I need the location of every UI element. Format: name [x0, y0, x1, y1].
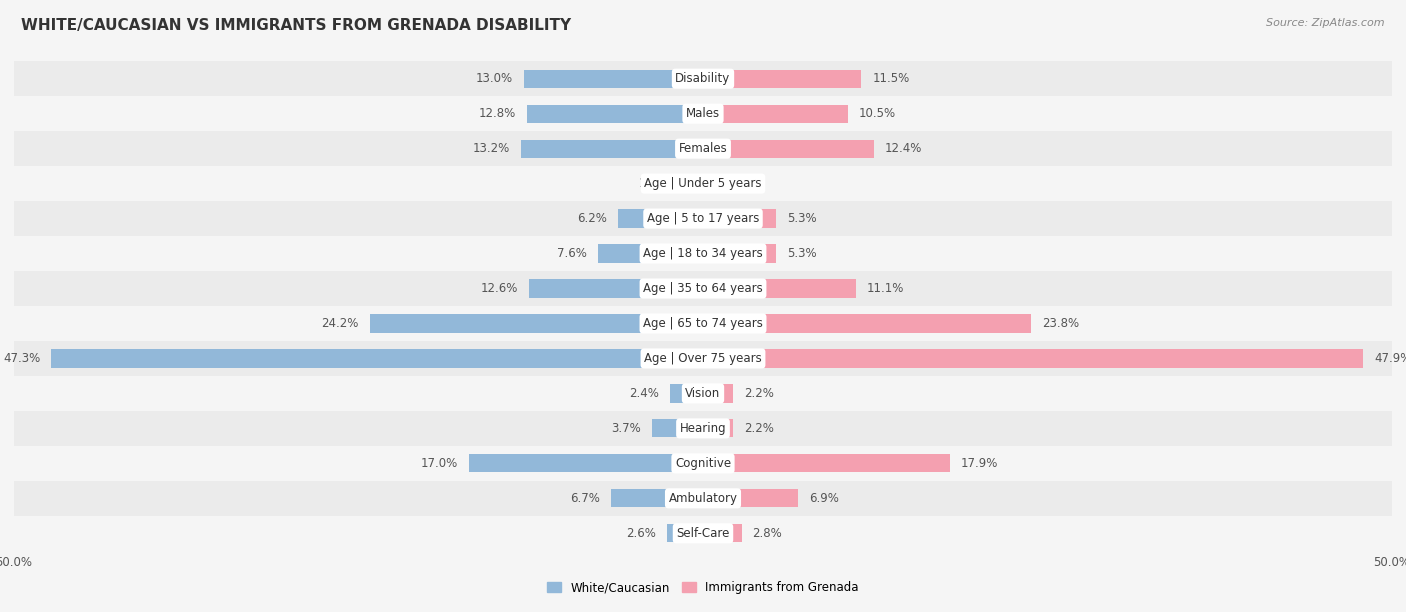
- Bar: [703, 280, 856, 297]
- Bar: [679, 174, 703, 193]
- Bar: [599, 244, 703, 263]
- Bar: [703, 454, 949, 472]
- Text: Vision: Vision: [685, 387, 721, 400]
- Bar: [14, 306, 1392, 341]
- Text: 1.7%: 1.7%: [638, 177, 669, 190]
- Text: Disability: Disability: [675, 72, 731, 85]
- Text: 2.2%: 2.2%: [744, 387, 775, 400]
- Text: Males: Males: [686, 107, 720, 120]
- Text: 17.9%: 17.9%: [960, 457, 998, 470]
- Bar: [703, 384, 734, 403]
- Text: Cognitive: Cognitive: [675, 457, 731, 470]
- Text: Age | Over 75 years: Age | Over 75 years: [644, 352, 762, 365]
- Text: 47.9%: 47.9%: [1374, 352, 1406, 365]
- Text: Age | 18 to 34 years: Age | 18 to 34 years: [643, 247, 763, 260]
- Text: Source: ZipAtlas.com: Source: ZipAtlas.com: [1267, 18, 1385, 28]
- Text: Females: Females: [679, 142, 727, 155]
- Bar: [530, 280, 703, 297]
- Text: 2.6%: 2.6%: [626, 527, 657, 540]
- Text: WHITE/CAUCASIAN VS IMMIGRANTS FROM GRENADA DISABILITY: WHITE/CAUCASIAN VS IMMIGRANTS FROM GRENA…: [21, 18, 571, 34]
- Bar: [14, 481, 1392, 516]
- Text: 6.9%: 6.9%: [808, 492, 839, 505]
- Bar: [14, 271, 1392, 306]
- Bar: [14, 411, 1392, 446]
- Text: Self-Care: Self-Care: [676, 527, 730, 540]
- Text: 12.6%: 12.6%: [481, 282, 519, 295]
- Text: 7.6%: 7.6%: [557, 247, 588, 260]
- Bar: [14, 166, 1392, 201]
- Text: 12.4%: 12.4%: [884, 142, 922, 155]
- Bar: [703, 105, 848, 123]
- Text: 12.8%: 12.8%: [478, 107, 516, 120]
- Text: 23.8%: 23.8%: [1042, 317, 1078, 330]
- Bar: [14, 376, 1392, 411]
- Text: Hearing: Hearing: [679, 422, 727, 435]
- Bar: [703, 419, 734, 438]
- Text: 2.2%: 2.2%: [744, 422, 775, 435]
- Bar: [703, 209, 776, 228]
- Text: 5.3%: 5.3%: [787, 212, 817, 225]
- Bar: [14, 446, 1392, 481]
- Text: Age | 5 to 17 years: Age | 5 to 17 years: [647, 212, 759, 225]
- Bar: [14, 96, 1392, 131]
- Bar: [370, 315, 703, 332]
- Bar: [527, 105, 703, 123]
- Text: 2.4%: 2.4%: [628, 387, 659, 400]
- Text: 0.94%: 0.94%: [727, 177, 765, 190]
- Bar: [703, 244, 776, 263]
- Bar: [522, 140, 703, 158]
- Text: 11.1%: 11.1%: [868, 282, 904, 295]
- Bar: [14, 341, 1392, 376]
- Legend: White/Caucasian, Immigrants from Grenada: White/Caucasian, Immigrants from Grenada: [543, 577, 863, 599]
- Bar: [14, 131, 1392, 166]
- Bar: [652, 419, 703, 438]
- Bar: [14, 61, 1392, 96]
- Bar: [703, 315, 1031, 332]
- Bar: [468, 454, 703, 472]
- Text: 13.0%: 13.0%: [475, 72, 513, 85]
- Bar: [617, 209, 703, 228]
- Text: Age | 35 to 64 years: Age | 35 to 64 years: [643, 282, 763, 295]
- Bar: [703, 174, 716, 193]
- Bar: [610, 489, 703, 507]
- Bar: [669, 384, 703, 403]
- Bar: [14, 516, 1392, 551]
- Text: Age | Under 5 years: Age | Under 5 years: [644, 177, 762, 190]
- Bar: [703, 349, 1362, 368]
- Bar: [14, 201, 1392, 236]
- Text: 6.2%: 6.2%: [576, 212, 606, 225]
- Text: 13.2%: 13.2%: [472, 142, 510, 155]
- Bar: [524, 70, 703, 88]
- Text: 17.0%: 17.0%: [420, 457, 458, 470]
- Text: 6.7%: 6.7%: [569, 492, 599, 505]
- Bar: [703, 140, 875, 158]
- Bar: [703, 489, 799, 507]
- Text: 24.2%: 24.2%: [321, 317, 359, 330]
- Text: 2.8%: 2.8%: [752, 527, 782, 540]
- Text: 3.7%: 3.7%: [612, 422, 641, 435]
- Bar: [14, 236, 1392, 271]
- Text: 5.3%: 5.3%: [787, 247, 817, 260]
- Bar: [51, 349, 703, 368]
- Bar: [703, 70, 862, 88]
- Text: 11.5%: 11.5%: [873, 72, 910, 85]
- Bar: [703, 524, 741, 542]
- Text: Age | 65 to 74 years: Age | 65 to 74 years: [643, 317, 763, 330]
- Bar: [668, 524, 703, 542]
- Text: Ambulatory: Ambulatory: [668, 492, 738, 505]
- Text: 47.3%: 47.3%: [3, 352, 41, 365]
- Text: 10.5%: 10.5%: [859, 107, 896, 120]
